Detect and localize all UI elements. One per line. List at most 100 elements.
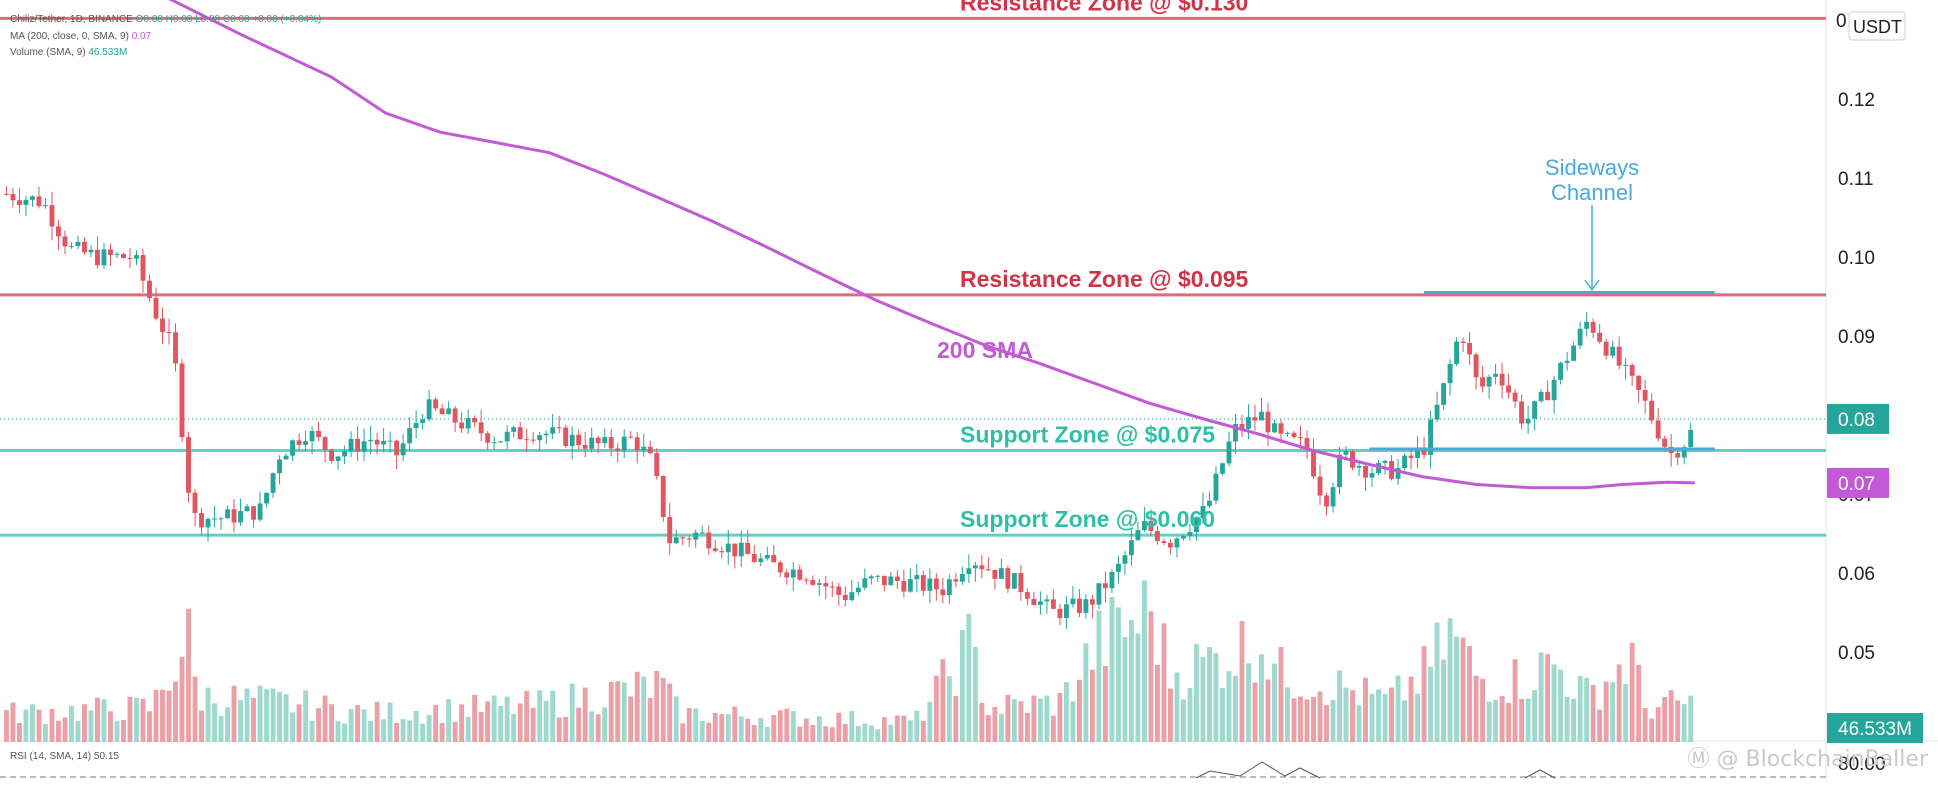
volume-bar — [901, 715, 907, 742]
volume-bar — [30, 704, 35, 742]
candle-body — [270, 473, 276, 493]
candle-body — [628, 436, 634, 438]
price-badge — [1827, 713, 1923, 743]
candle-body — [816, 583, 822, 585]
candle-body — [1434, 404, 1440, 420]
volume-bar — [1011, 699, 1017, 742]
candle-body — [426, 399, 432, 420]
volume-bar — [602, 707, 608, 742]
volume-bar — [290, 712, 296, 742]
candle-body — [1382, 460, 1388, 463]
candle-body — [680, 537, 686, 539]
candle-body — [1499, 373, 1505, 386]
volume-bar — [855, 726, 861, 742]
volume-bar — [524, 690, 530, 742]
volume-bar — [244, 688, 250, 742]
candle-body — [615, 448, 621, 451]
volume-bar — [160, 689, 165, 742]
volume-bar — [218, 715, 224, 742]
volume-bar — [686, 708, 692, 742]
candle-body — [745, 542, 751, 555]
candle-body — [777, 562, 783, 573]
volume-bar — [1083, 643, 1089, 742]
volume-bar — [1076, 679, 1082, 742]
candle-body — [647, 446, 653, 454]
candle-body — [173, 332, 178, 364]
volume-bar — [1668, 690, 1674, 742]
candle-body — [1024, 592, 1030, 599]
volume-bar — [1285, 687, 1290, 742]
candle-body — [842, 594, 848, 601]
candle-body — [1265, 411, 1271, 433]
candle-body — [972, 565, 978, 569]
rsi-value: 50.15 — [93, 751, 119, 762]
volume-bar — [914, 710, 920, 742]
volume-bar — [1207, 647, 1212, 742]
volume-bar — [530, 707, 536, 742]
candle-body — [1610, 346, 1616, 356]
volume-bar — [1434, 622, 1440, 742]
volume-bar — [114, 721, 120, 742]
volume-bar — [1050, 715, 1056, 742]
volume-bar — [1239, 621, 1245, 742]
candle-body — [290, 440, 296, 456]
volume-bar — [1278, 646, 1284, 742]
volume-bar — [49, 708, 55, 742]
candle-body — [901, 580, 907, 592]
volume-bar — [569, 683, 575, 742]
volume-bar — [1109, 597, 1115, 742]
candle-body — [953, 579, 959, 582]
volume-bar — [1337, 670, 1342, 742]
candle-body — [303, 441, 309, 445]
y-tick-label-top: 0 — [1836, 11, 1847, 32]
candle-body — [257, 503, 263, 520]
candle-body — [478, 422, 484, 434]
volume-bar — [1382, 694, 1388, 742]
y-tick-label: 0.11 — [1838, 169, 1874, 190]
volume-bar — [1512, 659, 1518, 742]
volume-bar — [1265, 679, 1271, 742]
candle-body — [1480, 377, 1486, 387]
candle-body — [413, 422, 419, 429]
volume-bar — [43, 723, 48, 742]
candle-body — [1616, 346, 1622, 366]
volume-bar — [1031, 695, 1037, 742]
candle-body — [686, 538, 692, 540]
candle-body — [1597, 332, 1603, 342]
candle-body — [875, 575, 881, 577]
candle-body — [1018, 573, 1024, 593]
volume-bar — [1135, 633, 1141, 742]
volume-bar — [1089, 669, 1095, 742]
volume-bar — [212, 703, 217, 742]
volume-bar — [10, 702, 16, 742]
candle-body — [192, 492, 198, 514]
volume-bar — [634, 671, 640, 742]
candle-body — [355, 438, 361, 452]
candle-body — [1233, 424, 1238, 442]
candle-body — [1532, 401, 1538, 419]
candle-body — [920, 575, 926, 591]
candle-body — [855, 587, 861, 593]
channel-arrow-head — [1584, 279, 1600, 292]
candle-body — [940, 589, 946, 596]
candle-body — [1259, 411, 1264, 421]
volume-bar — [478, 711, 484, 742]
candle-body — [1161, 541, 1167, 544]
candle-body — [1246, 417, 1251, 429]
volume-bar — [615, 681, 621, 742]
legend-volume: Volume (SMA, 9) 46.533M — [10, 47, 127, 58]
candle-body — [134, 255, 139, 259]
candle-body — [511, 427, 517, 432]
candle-body — [595, 437, 601, 444]
volume-bar — [1102, 665, 1108, 742]
volume-bar — [1161, 623, 1167, 742]
candle-body — [433, 399, 439, 409]
volume-bar — [355, 705, 361, 742]
volume-bar — [1356, 705, 1362, 742]
candle-body — [1278, 423, 1284, 434]
candle-body — [1590, 321, 1596, 333]
volume-bar — [576, 707, 582, 742]
volume-bar — [95, 697, 100, 742]
candle-body — [959, 574, 965, 582]
